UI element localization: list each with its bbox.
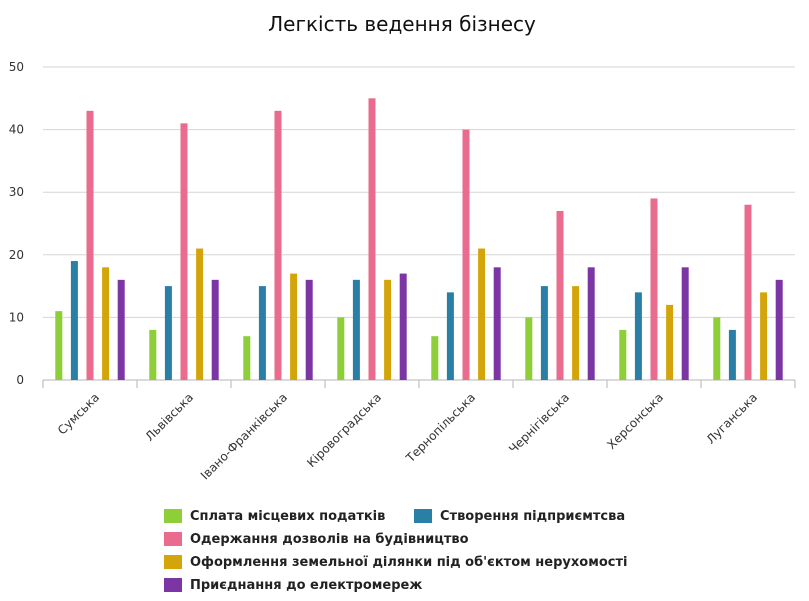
y-tick-label: 30 [9,185,24,199]
y-tick-label: 10 [9,310,24,324]
bar [619,329,627,380]
y-axis-ticks: 0 10 20 30 40 50 [9,60,24,387]
bar [744,204,752,380]
bar [102,267,110,380]
legend-label: Сплата місцевих податків [190,509,385,524]
bar [290,273,298,380]
bar [86,110,94,380]
bar [587,267,595,380]
x-tick-label: Тернопільська [403,390,478,465]
bar [728,329,736,380]
bar [180,123,188,380]
bar [446,292,454,380]
x-tick-label: Кіровоградська [304,390,384,470]
bar [149,329,157,380]
bar [681,267,689,380]
y-tick-label: 40 [9,123,24,137]
legend-label: Оформлення земельної ділянки під об'єкто… [190,555,627,570]
bar [713,317,721,380]
x-tick-label: Чернігівська [506,390,572,456]
legend-swatch [164,578,182,592]
chart-title: Легкість ведення бізнесу [268,12,536,36]
bar [431,336,439,380]
bar [55,311,63,380]
bar [384,279,392,380]
x-tick-label: Херсонська [604,390,666,452]
legend-swatch [164,555,182,569]
x-tick-label: Луганська [704,390,761,447]
legend-swatch [164,532,182,546]
bar [258,286,266,380]
y-tick-label: 20 [9,248,24,262]
bar [164,286,172,380]
bar [462,129,470,380]
y-tick-label: 0 [16,373,24,387]
legend[interactable]: Сплата місцевих податків Створення підпри… [164,509,627,593]
bar [70,261,78,380]
bar [117,279,125,380]
x-tick-label: Івано-Франківська [198,390,290,482]
legend-swatch [414,509,432,523]
bar [525,317,533,380]
legend-label: Одержання дозволів на будівництво [190,532,469,547]
bar [399,273,407,380]
bar [650,198,658,380]
bar [634,292,642,380]
bar [493,267,501,380]
bars [55,98,783,381]
bar [368,98,376,381]
bar [572,286,580,380]
legend-label: Створення підприємтсва [440,509,625,524]
bar [274,110,282,380]
bar [556,210,564,380]
x-axis-ticks: Сумська Львівська Івано-Франківська Кіровог… [42,380,796,483]
bar [760,292,768,380]
bar [337,317,345,380]
legend-label: Приєднання до електромереж [190,578,422,593]
bar [352,279,360,380]
bar [243,336,251,380]
bar [478,248,486,380]
x-tick-label: Львівська [142,390,196,444]
y-tick-label: 50 [9,60,24,74]
bar [666,304,674,380]
bar [305,279,313,380]
legend-swatch [164,509,182,523]
bar [196,248,204,380]
bar [540,286,548,380]
bar [775,279,783,380]
x-tick-label: Сумська [55,390,102,437]
bar [211,279,219,380]
